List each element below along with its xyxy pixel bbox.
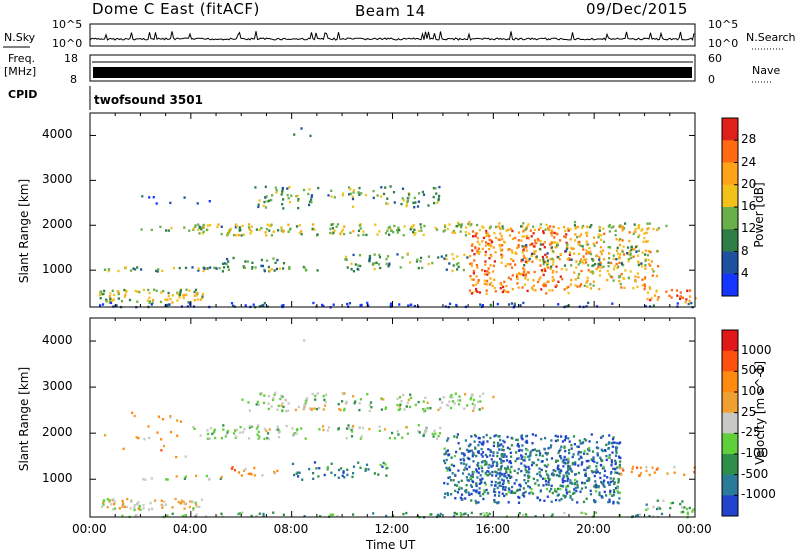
power-colorbar-swatch <box>722 207 738 230</box>
nsky-top-tick: 10^5 <box>52 18 83 31</box>
nsky-bottom-tick: 10^0 <box>52 37 83 50</box>
power-colorbar-swatch <box>722 251 738 275</box>
velocity-colorbar-swatch <box>722 495 738 517</box>
nsearch-top-tick: 10^5 <box>708 18 739 31</box>
nsky-strip-frame <box>89 23 696 47</box>
velocity-colorbar-swatch <box>722 350 738 372</box>
power-ylabel: Slant Range [km] <box>17 178 31 284</box>
power-panel-frame <box>89 112 696 308</box>
cpid-value: twofsound 3501 <box>94 93 203 107</box>
power-colorbar-swatch <box>722 229 738 252</box>
velocity-scatter-cells <box>101 339 696 519</box>
freq-top-tick: 18 <box>64 52 78 65</box>
beam-title: Beam 14 <box>355 2 426 20</box>
power-colorbar-tick-label: 4 <box>741 265 749 280</box>
nave-top-tick: 60 <box>708 52 722 65</box>
date-title: 09/Dec/2015 <box>586 0 688 18</box>
y-tick-label: 1000 <box>42 262 73 277</box>
y-tick-label: 4000 <box>42 333 73 348</box>
nsearch-bottom-tick: 10^0 <box>708 37 739 50</box>
x-tick-label: 08:00 <box>273 522 309 536</box>
power-scatter-cells <box>98 127 697 309</box>
nave-bottom-tick: 0 <box>708 73 715 86</box>
freq-label: Freq. <box>8 52 36 65</box>
freq-unit: [MHz] <box>4 65 37 78</box>
velocity-colorbar-swatch <box>722 474 738 496</box>
nsky-line <box>89 31 695 42</box>
velocity-colorbar-swatch <box>722 330 738 352</box>
velocity-colorbar-tick-label: -1000 <box>741 487 776 502</box>
velocity-colorbar-tick-label: 1000 <box>741 342 772 357</box>
velocity-colorbar-frame <box>721 329 739 517</box>
nave-label: Nave <box>752 64 781 77</box>
y-tick-label: 3000 <box>42 379 73 394</box>
velocity-colorbar-tick-label: -25 <box>741 425 761 440</box>
power-colorbar-swatch <box>722 140 738 163</box>
velocity-colorbar-tick-label: 100 <box>741 384 764 398</box>
nsky-label: N.Sky <box>4 31 36 44</box>
nsearch-label: N.Search <box>746 31 796 44</box>
velocity-colorbar-swatch <box>722 454 738 476</box>
power-colorbar-tick-label: 8 <box>741 243 749 258</box>
x-tick-label: 12:00 <box>374 522 410 536</box>
y-tick-label: 1000 <box>42 471 73 486</box>
velocity-colorbar-tick-label: 500 <box>741 363 764 378</box>
freq-strip-frame <box>89 54 696 82</box>
frequency-band <box>93 67 692 78</box>
velocity-ylabel: Slant Range [km] <box>17 366 31 472</box>
velocity-colorbar-swatch <box>722 412 738 434</box>
velocity-colorbar-swatch <box>722 392 738 414</box>
power-colorbar-swatch <box>722 273 738 297</box>
velocity-colorbar-tick-label: -100 <box>741 446 769 460</box>
cpid-label: CPID <box>8 88 38 101</box>
power-colorbar-tick-label: 24 <box>741 154 757 169</box>
power-colorbar-swatch <box>722 162 738 186</box>
x-tick-label: 00:00 <box>72 522 107 536</box>
x-tick-label: 20:00 <box>576 522 611 536</box>
y-tick-label: 2000 <box>42 425 73 440</box>
y-tick-label: 4000 <box>42 127 73 142</box>
power-colorbar-swatch <box>722 184 738 208</box>
x-tick-label: 00:00 <box>677 522 712 536</box>
power-colorbar-tick-label: 20 <box>741 176 757 191</box>
station-title: Dome C East (fitACF) <box>92 0 260 18</box>
velocity-colorbar-tick-label: 25 <box>741 404 757 419</box>
freq-bottom-tick: 8 <box>70 73 77 86</box>
y-tick-label: 2000 <box>42 217 73 232</box>
power-colorbar-tick-label: 28 <box>741 132 757 147</box>
power-colorbar-swatch <box>722 118 738 141</box>
x-tick-label: 16:00 <box>475 522 510 536</box>
y-tick-label: 3000 <box>42 172 73 187</box>
velocity-colorbar-tick-label: -500 <box>741 466 769 481</box>
velocity-colorbar-swatch <box>722 371 738 393</box>
velocity-colorbar-swatch <box>722 433 738 455</box>
x-tick-label: 04:00 <box>172 522 208 536</box>
power-colorbar-tick-label: 12 <box>741 221 757 236</box>
x-axis-label: Time UT <box>366 538 416 552</box>
panel-frames <box>3 23 785 518</box>
power-colorbar-tick-label: 16 <box>741 199 757 213</box>
